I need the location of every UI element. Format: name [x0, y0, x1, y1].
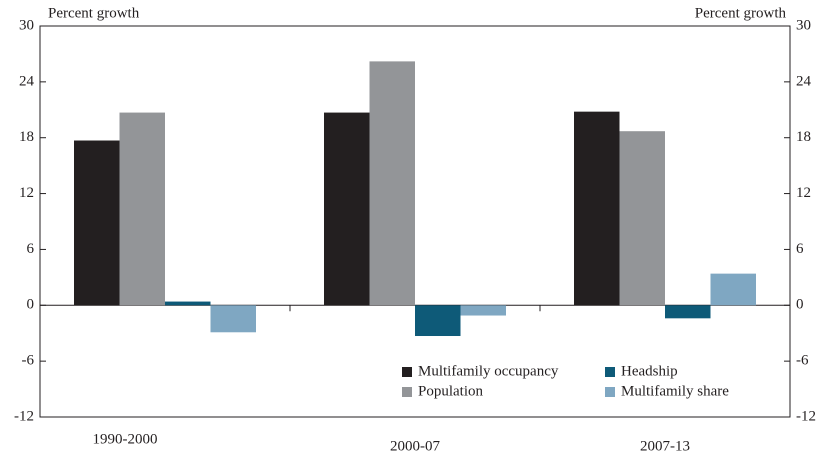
y-tick-label: 18 — [19, 129, 34, 145]
bar — [74, 140, 120, 306]
y2-tick-label: -6 — [796, 353, 809, 369]
legend-swatch — [605, 367, 615, 377]
y2-tick-label: 12 — [796, 185, 811, 201]
bar — [415, 305, 461, 337]
y2-tick-label: 24 — [796, 73, 812, 89]
plot-frame — [39, 25, 791, 418]
y2-axis-label: Percent growth — [695, 5, 787, 21]
y-tick-label: 24 — [19, 73, 35, 89]
x-tick-label: 2007-13 — [640, 438, 690, 454]
legend-label: Multifamily share — [621, 383, 729, 399]
bar — [119, 112, 165, 306]
y2-tick-label: -12 — [796, 408, 816, 424]
legend-label: Headship — [621, 363, 678, 379]
legend-swatch — [605, 387, 615, 397]
y-tick-label: -12 — [14, 408, 34, 424]
legend-swatch — [402, 387, 412, 397]
bar — [460, 305, 506, 316]
y2-tick-label: 30 — [796, 17, 811, 33]
y-tick-label: 30 — [19, 17, 34, 33]
y-axis-label: Percent growth — [48, 5, 140, 21]
bar — [324, 112, 370, 306]
legend-label: Population — [418, 383, 484, 399]
y2-tick-label: 0 — [796, 297, 804, 313]
y-tick-label: -6 — [22, 353, 35, 369]
bar — [665, 305, 711, 319]
bar — [619, 131, 665, 306]
x-tick-label: 2000-07 — [390, 438, 440, 454]
bar — [574, 111, 620, 306]
legend-swatch — [402, 367, 412, 377]
bar — [369, 61, 415, 306]
bar — [210, 305, 256, 333]
y-tick-label: 12 — [19, 185, 34, 201]
bar — [710, 273, 756, 306]
y-tick-label: 6 — [27, 241, 35, 257]
y2-tick-label: 6 — [796, 241, 804, 257]
bar — [165, 301, 211, 306]
y2-tick-label: 18 — [796, 129, 811, 145]
x-tick-label: 1990-2000 — [93, 431, 158, 447]
legend-label: Multifamily occupancy — [418, 363, 559, 379]
y-tick-label: 0 — [27, 297, 35, 313]
